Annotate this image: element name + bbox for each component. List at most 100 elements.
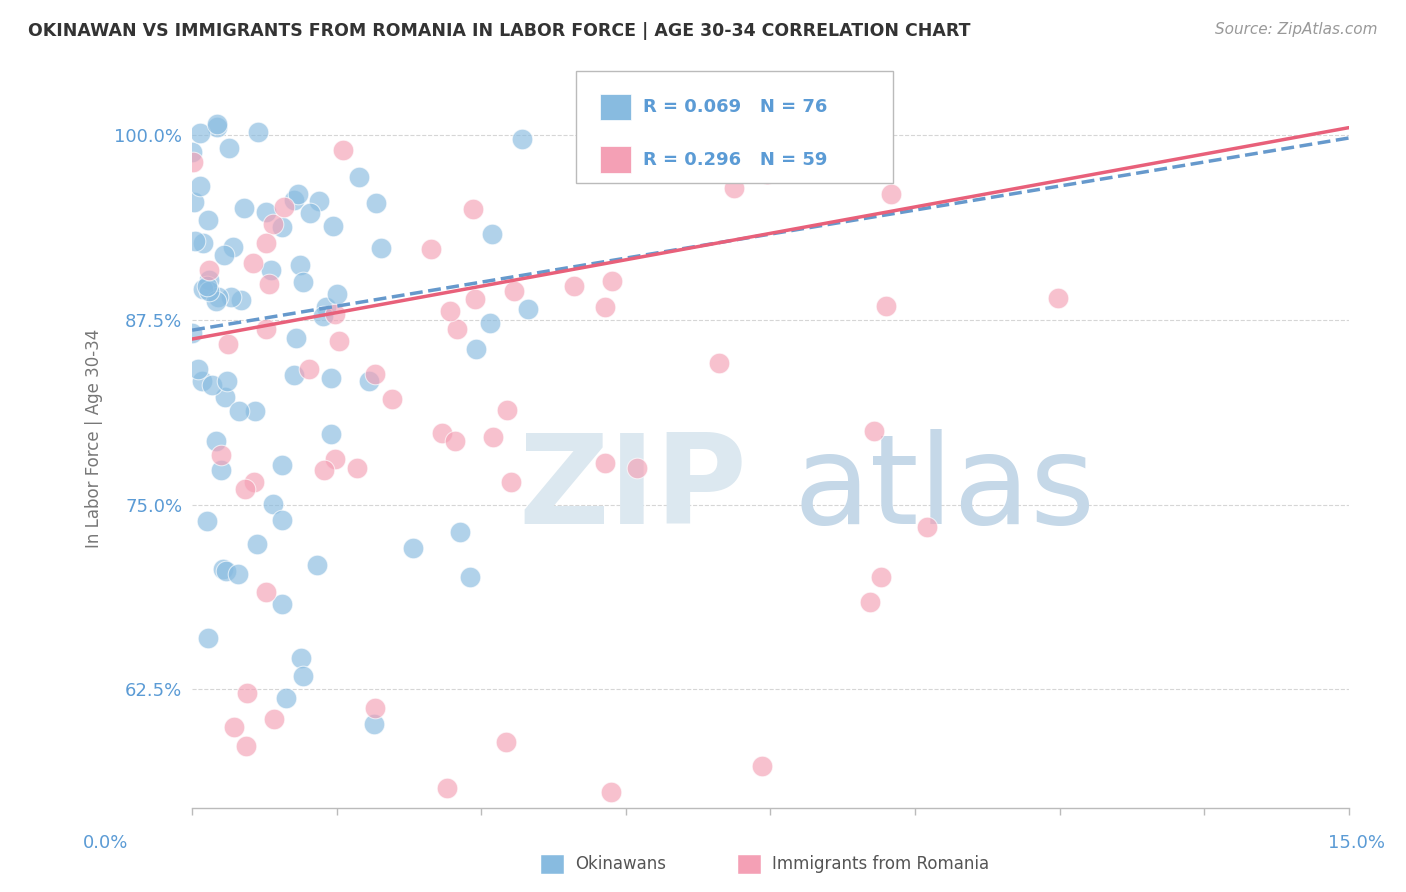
Point bbox=[263, 712, 285, 726]
Point bbox=[218, 141, 240, 155]
Point bbox=[292, 276, 315, 290]
Point bbox=[254, 204, 277, 219]
Point bbox=[363, 700, 385, 714]
Point bbox=[187, 361, 209, 376]
Point bbox=[201, 378, 224, 392]
Text: Source: ZipAtlas.com: Source: ZipAtlas.com bbox=[1215, 22, 1378, 37]
Point bbox=[292, 669, 315, 683]
Point bbox=[346, 460, 368, 475]
Point bbox=[191, 235, 214, 250]
Point bbox=[235, 739, 257, 753]
Point bbox=[219, 290, 242, 304]
Point bbox=[217, 336, 239, 351]
Point bbox=[517, 301, 540, 316]
Point bbox=[270, 513, 292, 527]
Point bbox=[436, 781, 458, 796]
Point bbox=[449, 524, 471, 539]
Point bbox=[209, 448, 232, 462]
Point bbox=[273, 200, 295, 214]
Point bbox=[207, 120, 229, 134]
Point bbox=[209, 463, 232, 477]
Point bbox=[181, 326, 204, 340]
Point bbox=[495, 735, 517, 749]
Point bbox=[262, 497, 284, 511]
Point bbox=[481, 430, 503, 444]
Text: OKINAWAN VS IMMIGRANTS FROM ROMANIA IN LABOR FORCE | AGE 30-34 CORRELATION CHART: OKINAWAN VS IMMIGRANTS FROM ROMANIA IN L… bbox=[28, 22, 970, 40]
Text: 0.0%: 0.0% bbox=[83, 834, 128, 852]
Point bbox=[243, 475, 266, 489]
Point bbox=[204, 294, 226, 309]
Point bbox=[207, 290, 229, 304]
Point bbox=[419, 242, 441, 256]
Point bbox=[193, 282, 215, 296]
Point bbox=[235, 482, 257, 496]
Point bbox=[364, 367, 387, 381]
Point bbox=[723, 181, 745, 195]
Point bbox=[298, 362, 321, 376]
Point bbox=[325, 286, 347, 301]
Point bbox=[222, 240, 245, 254]
Point bbox=[751, 758, 773, 772]
Point bbox=[190, 374, 212, 388]
Point bbox=[328, 334, 350, 348]
Point bbox=[312, 309, 335, 323]
Point bbox=[198, 263, 221, 277]
Point bbox=[370, 241, 392, 255]
Point bbox=[600, 274, 623, 288]
Point bbox=[859, 595, 882, 609]
Point bbox=[307, 558, 329, 573]
Point bbox=[381, 392, 404, 407]
Point bbox=[319, 370, 342, 384]
Point bbox=[254, 322, 277, 336]
Text: ZIP: ZIP bbox=[519, 429, 748, 550]
Point bbox=[226, 566, 249, 581]
Point bbox=[402, 541, 425, 555]
Point bbox=[283, 368, 305, 382]
Point bbox=[458, 570, 481, 584]
Point bbox=[465, 342, 488, 356]
Point bbox=[444, 434, 467, 448]
Point bbox=[183, 194, 205, 209]
Point bbox=[430, 425, 453, 440]
Text: R = 0.296   N = 59: R = 0.296 N = 59 bbox=[643, 151, 827, 169]
Point bbox=[875, 298, 897, 312]
Point bbox=[299, 206, 322, 220]
Point bbox=[212, 562, 235, 576]
Point bbox=[188, 127, 211, 141]
Point bbox=[242, 255, 264, 269]
Point bbox=[243, 404, 266, 418]
Point bbox=[236, 686, 259, 700]
Point bbox=[479, 316, 502, 330]
Point bbox=[439, 304, 461, 318]
Y-axis label: In Labor Force | Age 30-34: In Labor Force | Age 30-34 bbox=[86, 328, 103, 548]
Point bbox=[614, 123, 637, 137]
Point bbox=[217, 374, 239, 388]
Point bbox=[214, 390, 236, 404]
Point bbox=[197, 284, 219, 298]
Point bbox=[197, 631, 219, 645]
Text: 15.0%: 15.0% bbox=[1329, 834, 1385, 852]
Point bbox=[287, 187, 309, 202]
Point bbox=[363, 717, 385, 731]
Point bbox=[880, 186, 903, 201]
Point bbox=[862, 424, 884, 438]
Point bbox=[325, 451, 347, 466]
Point bbox=[246, 537, 269, 551]
Point bbox=[496, 403, 519, 417]
Point bbox=[308, 194, 330, 208]
Point bbox=[464, 292, 486, 306]
Point bbox=[481, 227, 503, 241]
Point bbox=[322, 219, 344, 233]
Point bbox=[593, 456, 616, 470]
Point bbox=[755, 167, 778, 181]
Point bbox=[228, 404, 250, 418]
Point bbox=[285, 331, 308, 345]
Point bbox=[205, 434, 228, 448]
Point bbox=[837, 144, 859, 158]
Point bbox=[323, 307, 346, 321]
Point bbox=[315, 300, 337, 314]
Point bbox=[870, 570, 893, 584]
Point bbox=[319, 427, 342, 442]
Text: Immigrants from Romania: Immigrants from Romania bbox=[772, 855, 988, 873]
Point bbox=[195, 514, 218, 528]
